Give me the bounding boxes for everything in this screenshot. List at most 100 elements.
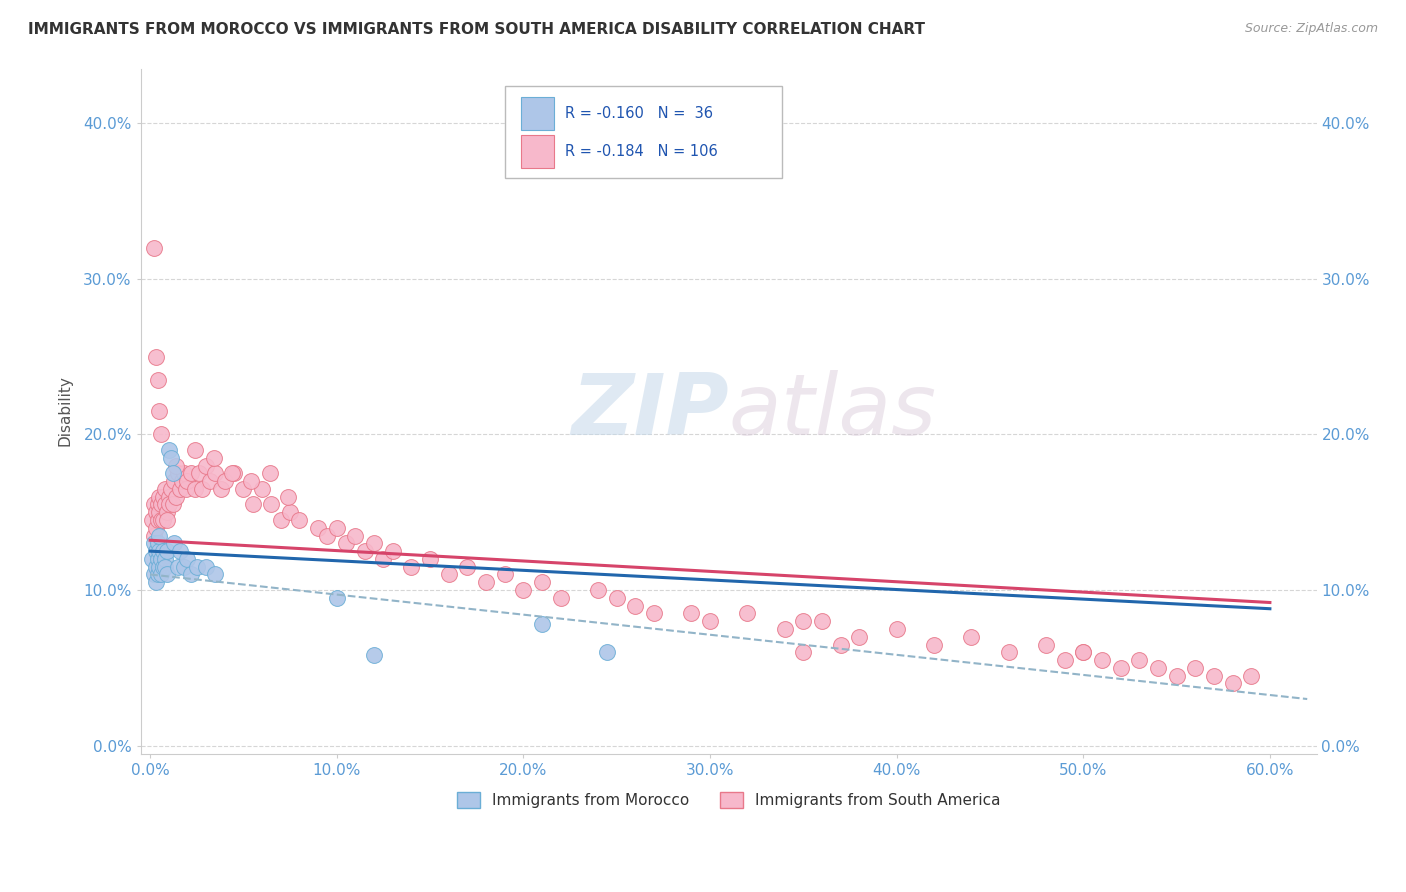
Point: [886, 622, 908, 636]
Point: [150, 427, 173, 442]
Point: [150, 567, 173, 582]
Point: [792, 614, 814, 628]
Point: [191, 482, 214, 496]
Point: [180, 467, 202, 481]
Point: [830, 638, 852, 652]
Point: [176, 552, 198, 566]
Point: [148, 528, 170, 542]
Point: [146, 567, 169, 582]
Text: atlas: atlas: [728, 369, 936, 452]
Point: [146, 513, 169, 527]
Point: [1222, 676, 1244, 690]
Point: [163, 536, 186, 550]
Point: [169, 544, 191, 558]
Point: [163, 474, 186, 488]
Point: [326, 591, 349, 605]
Point: [550, 591, 572, 605]
Point: [204, 467, 226, 481]
Point: [198, 474, 221, 488]
Point: [145, 521, 167, 535]
Point: [150, 552, 173, 566]
Point: [475, 575, 498, 590]
Point: [848, 630, 870, 644]
Point: [152, 544, 174, 558]
Point: [1071, 645, 1094, 659]
Point: [1053, 653, 1076, 667]
Point: [1184, 661, 1206, 675]
Point: [148, 490, 170, 504]
Point: [773, 622, 796, 636]
Point: [624, 599, 647, 613]
Point: [202, 450, 225, 465]
Point: [146, 552, 169, 566]
Point: [1128, 653, 1150, 667]
Point: [153, 552, 176, 566]
Point: [148, 559, 170, 574]
Point: [195, 559, 218, 574]
Point: [209, 482, 232, 496]
Point: [531, 617, 554, 632]
Point: [1202, 668, 1225, 682]
Point: [232, 482, 254, 496]
Point: [419, 552, 441, 566]
Text: Source: ZipAtlas.com: Source: ZipAtlas.com: [1244, 22, 1378, 36]
Point: [142, 241, 165, 255]
Point: [373, 552, 395, 566]
Point: [1035, 638, 1057, 652]
Point: [260, 497, 283, 511]
Point: [737, 607, 759, 621]
Point: [381, 544, 404, 558]
Point: [145, 544, 167, 558]
Point: [344, 528, 367, 542]
Text: R = -0.160   N =  36: R = -0.160 N = 36: [565, 106, 713, 121]
Point: [326, 521, 349, 535]
Point: [811, 614, 834, 628]
Bar: [520, 135, 554, 168]
Point: [173, 467, 195, 481]
Point: [167, 467, 190, 481]
Point: [1240, 668, 1263, 682]
Y-axis label: Disability: Disability: [58, 376, 72, 447]
Text: IMMIGRANTS FROM MOROCCO VS IMMIGRANTS FROM SOUTH AMERICA DISABILITY CORRELATION : IMMIGRANTS FROM MOROCCO VS IMMIGRANTS FR…: [28, 22, 925, 37]
Point: [596, 645, 619, 659]
Point: [170, 474, 193, 488]
Point: [401, 559, 423, 574]
Point: [270, 513, 292, 527]
Point: [145, 505, 167, 519]
Point: [152, 490, 174, 504]
Point: [142, 536, 165, 550]
Point: [153, 559, 176, 574]
Point: [699, 614, 721, 628]
Point: [180, 567, 202, 582]
Point: [159, 450, 181, 465]
Point: [174, 482, 197, 496]
Text: R = -0.184   N = 106: R = -0.184 N = 106: [565, 144, 718, 159]
Point: [353, 544, 375, 558]
Point: [1071, 645, 1094, 659]
Point: [157, 442, 180, 457]
Point: [922, 638, 945, 652]
Point: [997, 645, 1019, 659]
Point: [316, 528, 339, 542]
Point: [204, 567, 226, 582]
Point: [148, 505, 170, 519]
Point: [153, 497, 176, 511]
Point: [242, 497, 264, 511]
FancyBboxPatch shape: [505, 86, 782, 178]
Point: [176, 474, 198, 488]
Point: [214, 474, 236, 488]
Point: [186, 559, 208, 574]
Point: [278, 505, 301, 519]
Point: [157, 490, 180, 504]
Point: [184, 442, 207, 457]
Point: [307, 521, 329, 535]
Point: [148, 404, 170, 418]
Point: [145, 350, 167, 364]
Point: [437, 567, 460, 582]
Point: [141, 513, 163, 527]
Point: [335, 536, 357, 550]
Point: [146, 497, 169, 511]
Legend: Immigrants from Morocco, Immigrants from South America: Immigrants from Morocco, Immigrants from…: [451, 786, 1007, 814]
Point: [146, 536, 169, 550]
Point: [681, 607, 703, 621]
